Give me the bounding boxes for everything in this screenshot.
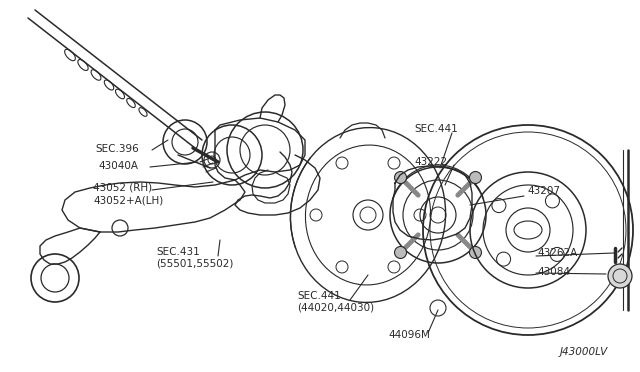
- Circle shape: [394, 247, 406, 259]
- Text: SEC.431: SEC.431: [156, 247, 200, 257]
- Text: 44096M: 44096M: [388, 330, 430, 340]
- Text: J43000LV: J43000LV: [560, 347, 608, 357]
- Text: SEC.396: SEC.396: [95, 144, 139, 154]
- Text: 43052+A(LH): 43052+A(LH): [93, 195, 163, 205]
- Circle shape: [608, 264, 632, 288]
- Text: 43222: 43222: [414, 157, 447, 167]
- Circle shape: [394, 171, 406, 183]
- Text: 43262A: 43262A: [537, 248, 577, 258]
- Text: (44020,44030): (44020,44030): [297, 303, 374, 313]
- Text: 43040A: 43040A: [98, 161, 138, 171]
- Circle shape: [470, 247, 481, 259]
- Text: (55501,55502): (55501,55502): [156, 258, 234, 268]
- Text: 43084: 43084: [537, 267, 570, 277]
- Circle shape: [470, 171, 481, 183]
- Text: SEC.441: SEC.441: [297, 291, 340, 301]
- Text: SEC.441: SEC.441: [414, 124, 458, 134]
- Text: 43207: 43207: [527, 186, 560, 196]
- Text: 43052 (RH): 43052 (RH): [93, 182, 152, 192]
